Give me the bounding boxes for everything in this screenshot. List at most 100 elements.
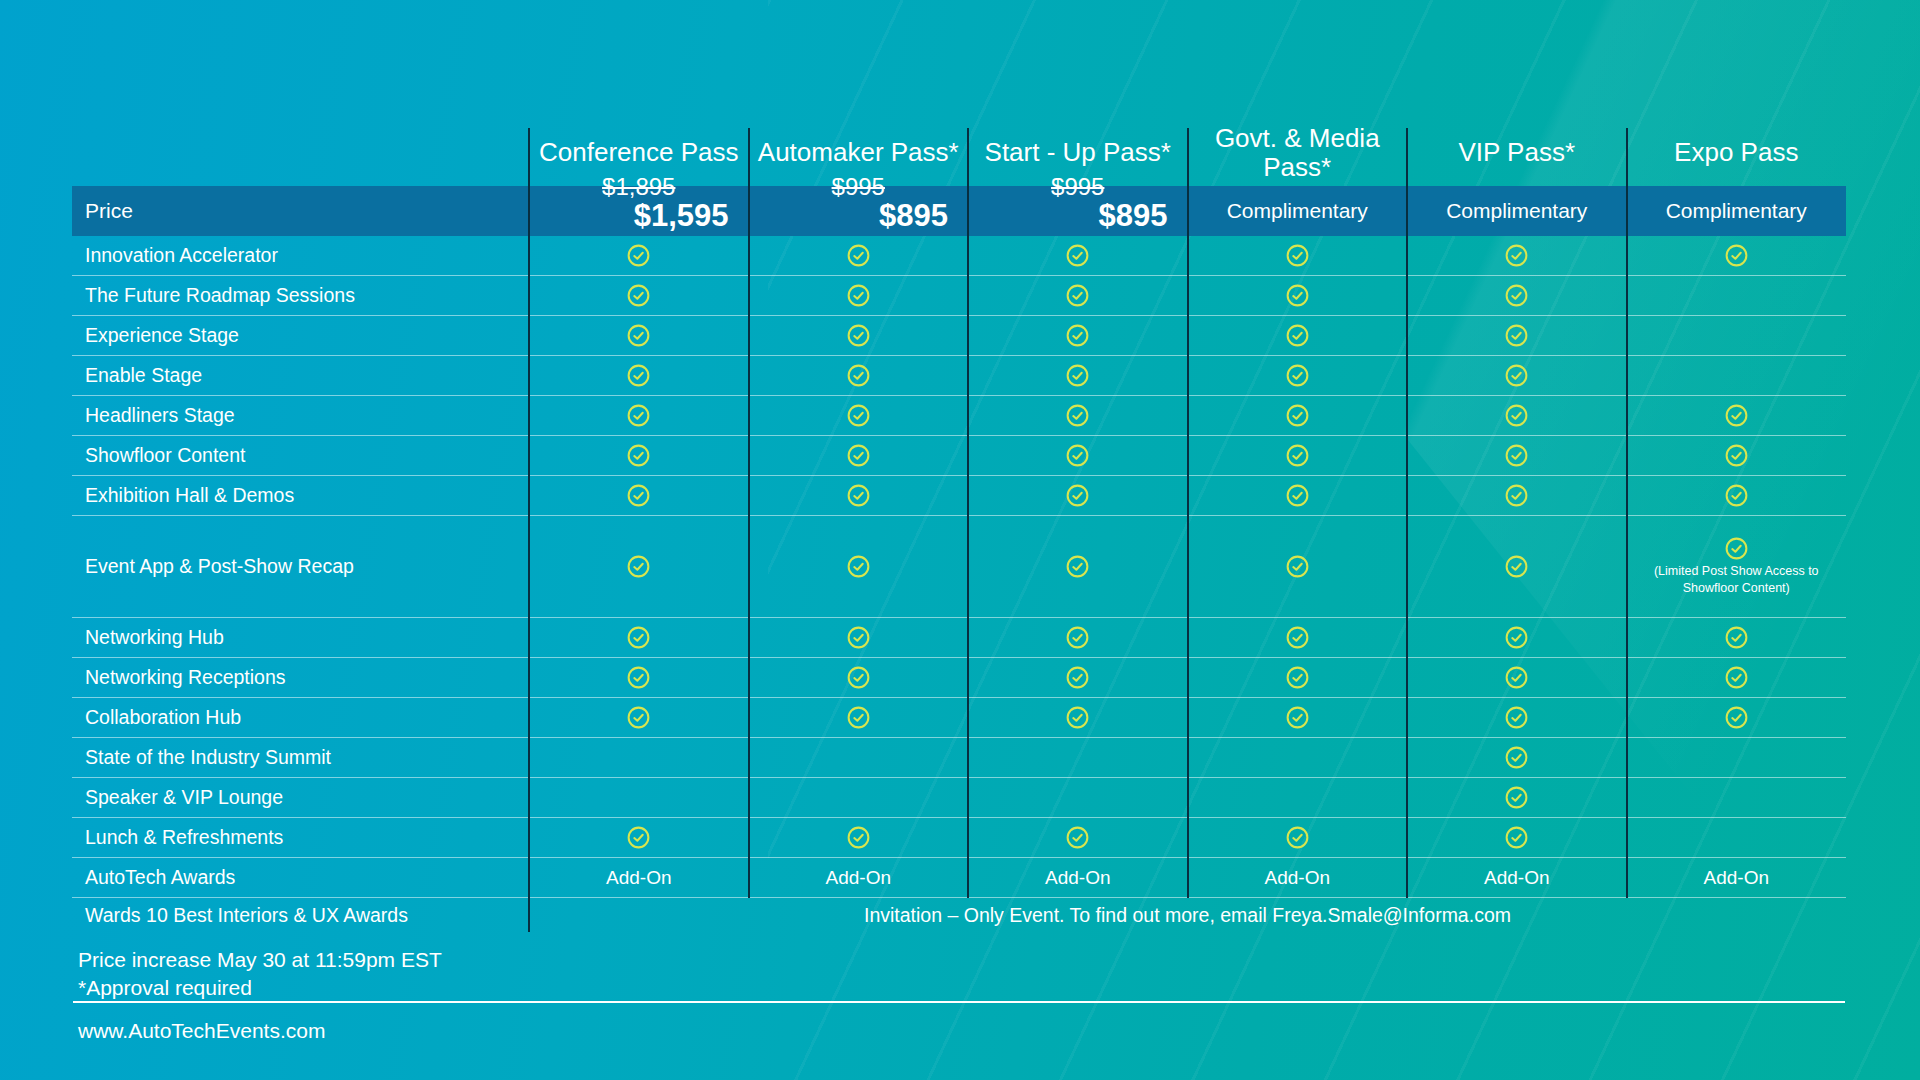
table-row: The Future Roadmap Sessions [72, 276, 1846, 316]
table-row: Collaboration Hub [72, 698, 1846, 738]
price-row: Price$1,895$1,595$995$895$995$895Complim… [72, 186, 1846, 236]
feature-cell [1407, 778, 1627, 817]
table-row: Enable Stage [72, 356, 1846, 396]
check-icon [627, 626, 650, 649]
feature-cell [529, 658, 749, 697]
feature-cell [1407, 396, 1627, 435]
table-row: Showfloor Content [72, 436, 1846, 476]
check-icon [1505, 284, 1528, 307]
check-icon [847, 666, 870, 689]
feature-cell [1627, 778, 1847, 817]
old-price: $1,895 [529, 173, 749, 201]
feature-cell [1627, 316, 1847, 355]
feature-label: Exhibition Hall & Demos [72, 476, 529, 515]
pass-column-header: Govt. & Media Pass* [1188, 124, 1408, 182]
feature-cell [749, 658, 969, 697]
feature-cell [749, 316, 969, 355]
addon-label: Add-On [826, 867, 891, 889]
feature-cell [1627, 818, 1847, 857]
feature-cell [1407, 516, 1627, 617]
feature-cell [1407, 738, 1627, 777]
column-divider [1406, 128, 1408, 898]
addon-label: Add-On [606, 867, 671, 889]
price-row-label: Price [72, 186, 529, 236]
check-icon [847, 324, 870, 347]
feature-cell [529, 396, 749, 435]
old-price: $995 [968, 173, 1188, 201]
feature-label: AutoTech Awards [72, 858, 529, 897]
check-icon [1066, 706, 1089, 729]
check-icon [627, 284, 650, 307]
table-row: Experience Stage [72, 316, 1846, 356]
feature-cell [1188, 818, 1408, 857]
check-icon [1725, 706, 1748, 729]
feature-cell [749, 698, 969, 737]
feature-cell [529, 356, 749, 395]
invitation-note: Invitation – Only Event. To find out mor… [529, 898, 1846, 932]
check-icon [1066, 555, 1089, 578]
check-icon [847, 284, 870, 307]
complimentary-label: Complimentary [1666, 199, 1807, 223]
check-icon [1505, 626, 1528, 649]
feature-cell [529, 276, 749, 315]
feature-label: Event App & Post-Show Recap [72, 516, 529, 617]
table-row: Event App & Post-Show Recap(Limited Post… [72, 516, 1846, 618]
check-icon [627, 444, 650, 467]
check-icon [627, 244, 650, 267]
check-icon [1505, 484, 1528, 507]
check-icon [1066, 284, 1089, 307]
price-cell: Complimentary [1407, 186, 1627, 236]
feature-cell [968, 476, 1188, 515]
check-icon [627, 555, 650, 578]
addon-label: Add-On [1045, 867, 1110, 889]
feature-label: Experience Stage [72, 316, 529, 355]
feature-cell [529, 236, 749, 275]
feature-label: The Future Roadmap Sessions [72, 276, 529, 315]
check-icon [1286, 626, 1309, 649]
check-icon [1725, 537, 1748, 560]
pricing-page: Conference PassAutomaker Pass*Start - Up… [0, 0, 1920, 1080]
feature-label: Innovation Accelerator [72, 236, 529, 275]
feature-cell [1188, 618, 1408, 657]
feature-cell [529, 698, 749, 737]
feature-cell [968, 276, 1188, 315]
check-icon [1505, 786, 1528, 809]
feature-cell [1627, 476, 1847, 515]
check-icon [847, 444, 870, 467]
feature-cell [968, 436, 1188, 475]
column-divider [1626, 128, 1628, 898]
table-row: Lunch & Refreshments [72, 818, 1846, 858]
check-icon [1286, 244, 1309, 267]
price-cell: $995$895 [968, 186, 1188, 236]
feature-cell: Add-On [1627, 858, 1847, 897]
feature-cell [1627, 698, 1847, 737]
complimentary-label: Complimentary [1227, 199, 1368, 223]
table-row: Innovation Accelerator [72, 236, 1846, 276]
check-icon [1286, 364, 1309, 387]
feature-label: Lunch & Refreshments [72, 818, 529, 857]
check-icon [627, 666, 650, 689]
table-row: AutoTech AwardsAdd-OnAdd-OnAdd-OnAdd-OnA… [72, 858, 1846, 898]
feature-cell [1188, 356, 1408, 395]
feature-cell [968, 316, 1188, 355]
check-icon [847, 404, 870, 427]
check-icon [1066, 666, 1089, 689]
pass-column-header: Expo Pass [1627, 138, 1847, 167]
check-icon [627, 706, 650, 729]
feature-cell [1627, 396, 1847, 435]
feature-cell [968, 618, 1188, 657]
check-icon [1066, 484, 1089, 507]
table-row: State of the Industry Summit [72, 738, 1846, 778]
feature-cell [968, 778, 1188, 817]
old-price: $995 [749, 173, 969, 201]
feature-cell [1188, 236, 1408, 275]
check-icon [627, 324, 650, 347]
check-icon [1505, 666, 1528, 689]
table-row: Headliners Stage [72, 396, 1846, 436]
check-icon [1725, 404, 1748, 427]
column-divider [967, 128, 969, 898]
column-divider [1187, 128, 1189, 898]
feature-cell [968, 356, 1188, 395]
new-price: $1,595 [634, 198, 729, 234]
feature-cell [1627, 738, 1847, 777]
